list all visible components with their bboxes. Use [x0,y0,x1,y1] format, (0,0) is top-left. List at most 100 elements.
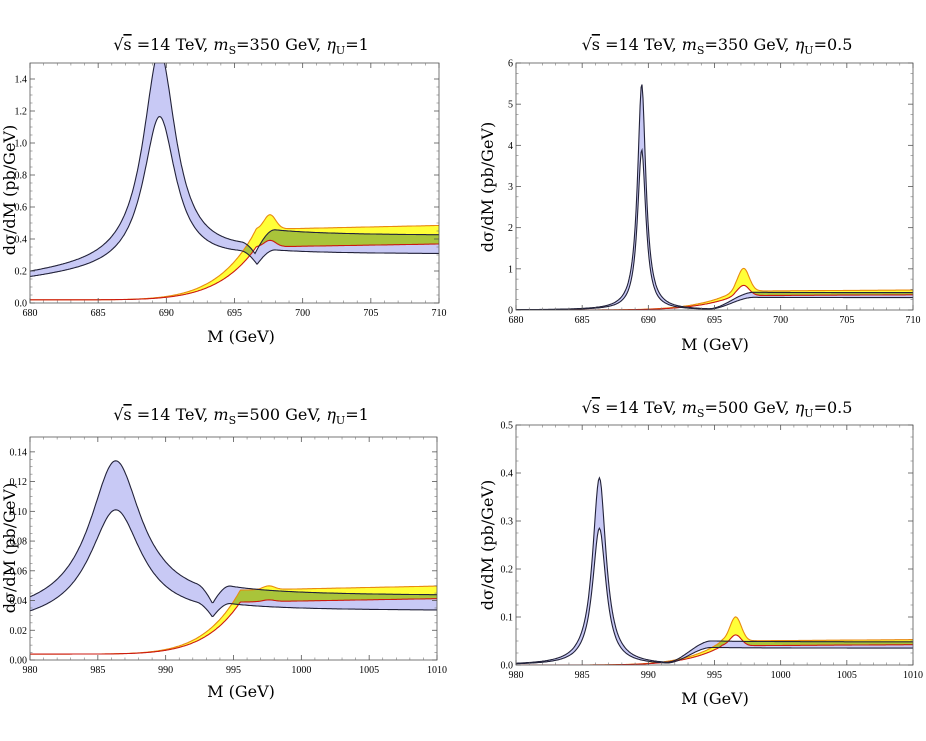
panel-2-ytick-label: 0 [508,306,513,317]
panel-4-ytick-label: 0.2 [501,565,514,576]
panel-1: √s =14 TeV, mS=350 GeV, ηU=1 M (GeV) dσ/… [0,35,447,346]
panel-4-ytick-label: 0.1 [501,613,514,624]
panel-4-background-band [516,616,913,665]
panel-4-title: √s =14 TeV, mS=500 GeV, ηU=0.5 [582,398,853,420]
panel-2-signal-lower-line [516,147,913,310]
panel-3-ytick-label: 0.02 [10,626,28,637]
panel-4-frame [515,424,914,666]
panel-1-ylabel: dσ/dM (pb/GeV) [0,125,19,255]
panel-3-xtick-label: 1010 [427,665,447,676]
panel-1-signal-lower-line [30,116,439,278]
panel-1-xlabel: M (GeV) [207,327,275,346]
panel-3-background-band [30,585,437,655]
panel-4: √s =14 TeV, mS=500 GeV, ηU=0.5 M (GeV) d… [478,398,923,708]
panel-2-ytick-label: 1 [508,264,513,275]
panel-2-ytick-label: 2 [508,223,513,234]
panel-4-xtick-label: 995 [707,670,722,681]
panel-3-xtick-label: 985 [90,665,105,676]
panel-2-ytick-label: 6 [508,59,513,70]
panel-2-xlabel: M (GeV) [681,335,749,354]
panel-3-ytick-label: 0.08 [10,537,28,548]
panel-4-background-lower-line [516,634,913,665]
panel-4-signal-band [516,477,913,664]
panel-4-xtick-label: 1010 [903,670,923,681]
panel-1-ytick-label: 1.4 [15,75,28,86]
panel-4-ytick-label: 0.0 [501,661,514,672]
panel-4-signal-upper-line [516,476,913,664]
panel-3-xtick-label: 1005 [359,665,379,676]
panel-3-ytick-label: 0.12 [10,477,28,488]
panel-3-signal-upper-line [30,460,437,604]
panel-2: √s =14 TeV, mS=350 GeV, ηU=0.5 M (GeV) d… [478,35,921,354]
panel-3-xtick-label: 980 [23,665,38,676]
panel-4-ytick-label: 0.3 [501,517,514,528]
panel-4-plot-area [516,476,913,665]
panel-2-background-band [516,268,913,310]
panel-3-ytick-label: 0.10 [10,507,28,518]
panel-3-signal-band [30,460,437,617]
panel-1-signal-upper-line [30,63,439,272]
panel-3-ytick-label: 0.14 [10,447,28,458]
panel-2-background-lower-line [516,284,913,310]
panel-4-xtick-label: 990 [641,670,656,681]
panel-1-ytick-label: 0.4 [15,235,28,246]
panel-2-xtick-label: 695 [707,315,722,326]
panel-2-signal-band [516,84,913,310]
panel-3-ytick-label: 0.06 [10,566,28,577]
panel-2-signal-upper-line [516,84,913,310]
panel-3-plot-area [30,460,437,655]
panel-2-xtick-label: 710 [906,315,921,326]
panel-1-xtick-label: 700 [295,308,310,319]
panel-3-xlabel: M (GeV) [207,682,275,701]
panel-1-xtick-label: 695 [227,308,242,319]
panel-1-ytick-label: 0.8 [15,171,28,182]
panel-1-ytick-label: 1.2 [15,107,28,118]
panel-2-ytick-label: 5 [508,100,513,111]
panel-1-xtick-label: 685 [91,308,106,319]
panel-1-ytick-label: 1.0 [15,139,28,150]
panel-1-plot-area [30,63,439,301]
panel-3-ytick-label: 0.00 [10,656,28,667]
panel-4-signal-lower-line [516,526,913,665]
panel-3: √s =14 TeV, mS=500 GeV, ηU=1 M (GeV) dσ/… [0,405,447,701]
panel-2-ytick-label: 4 [508,141,513,152]
panel-3-ylabel: dσ/dM (pb/GeV) [0,483,19,613]
panel-1-title: √s =14 TeV, mS=350 GeV, ηU=1 [113,35,369,57]
panel-1-xtick-label: 690 [159,308,174,319]
panel-4-xtick-label: 980 [509,670,524,681]
panel-4-background-upper-line [516,616,913,665]
panel-4-ytick-label: 0.4 [501,469,514,480]
panel-2-xtick-label: 700 [773,315,788,326]
panel-3-title: √s =14 TeV, mS=500 GeV, ηU=1 [113,405,369,427]
panel-3-xtick-label: 1000 [291,665,311,676]
panel-4-ytick-label: 0.5 [501,421,514,432]
panel-2-xtick-label: 685 [575,315,590,326]
panel-1-xtick-label: 705 [363,308,378,319]
panel-4-xtick-label: 1005 [837,670,857,681]
panel-2-xtick-label: 705 [839,315,854,326]
panel-1-ytick-label: 0.0 [15,299,28,310]
panel-3-background-lower-line [30,598,437,655]
panel-1-ytick-label: 0.2 [15,267,28,278]
panel-4-xlabel: M (GeV) [681,689,749,708]
panel-2-xtick-label: 690 [641,315,656,326]
panel-2-ylabel: dσ/dM (pb/GeV) [478,122,497,252]
panel-1-xtick-label: 680 [23,308,38,319]
panel-2-title: √s =14 TeV, mS=350 GeV, ηU=0.5 [582,35,853,57]
panel-2-xtick-label: 680 [509,315,524,326]
panel-1-overlap-band [243,229,439,256]
panel-4-xtick-label: 1000 [771,670,791,681]
panel-2-ytick-label: 3 [508,182,513,193]
panel-3-xtick-label: 995 [226,665,241,676]
panel-2-overlap-band [678,292,913,308]
panel-3-signal-lower-line [30,509,437,618]
panel-1-xtick-label: 710 [432,308,447,319]
panel-3-xtick-label: 990 [158,665,173,676]
panel-2-background-upper-line [516,267,913,310]
panel-4-ylabel: dσ/dM (pb/GeV) [478,480,497,610]
panel-3-ytick-label: 0.04 [10,596,28,607]
panel-1-ytick-label: 0.6 [15,203,28,214]
panel-2-plot-area [516,84,913,310]
panel-2-frame [515,62,914,311]
